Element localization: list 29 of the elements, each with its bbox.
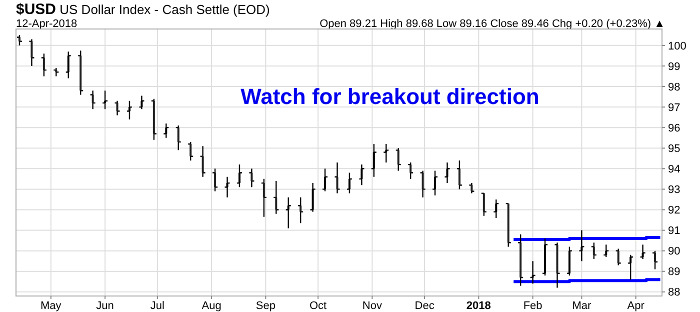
y-tick-label: 97: [668, 102, 680, 114]
y-tick-label: 94: [668, 164, 680, 176]
y-tick-label: 92: [668, 204, 680, 217]
annotation: Open 89.21 High 89.68 Low 89.16 Close 89.46 Chg +0.20 (+0.23%) ▲: [320, 18, 665, 30]
x-tick-label: 2018: [466, 300, 491, 312]
chart-subtitle: 12-Apr-2018: [16, 18, 78, 30]
y-tick-label: 88: [668, 286, 680, 299]
x-tick-label: Jun: [96, 300, 114, 312]
x-tick-label: Oct: [309, 300, 327, 312]
x-tick-label: Aug: [202, 300, 222, 312]
y-tick-label: 100: [668, 40, 686, 52]
y-tick-label: 96: [668, 122, 680, 134]
y-tick-label: 90: [668, 246, 680, 258]
x-tick-label: Sep: [256, 300, 276, 312]
x-tick-label: May: [40, 300, 62, 312]
annotation: Watch for breakout direction: [240, 84, 540, 109]
x-tick-label: Dec: [414, 300, 435, 312]
x-tick-label: Feb: [523, 300, 542, 312]
y-tick-label: 95: [668, 142, 680, 155]
y-tick-label: 89: [668, 266, 680, 278]
y-tick-label: 98: [668, 81, 680, 94]
x-tick-label: Mar: [572, 300, 592, 312]
y-tick-label: 93: [668, 184, 680, 196]
x-tick-label: Apr: [627, 300, 645, 312]
x-tick-label: Jul: [150, 300, 164, 312]
y-tick-label: 91: [668, 225, 680, 238]
chart-title: $USD US Dollar Index - Cash Settle (EOD): [16, 1, 270, 18]
y-tick-label: 99: [668, 60, 680, 73]
x-tick-label: Nov: [362, 300, 382, 312]
